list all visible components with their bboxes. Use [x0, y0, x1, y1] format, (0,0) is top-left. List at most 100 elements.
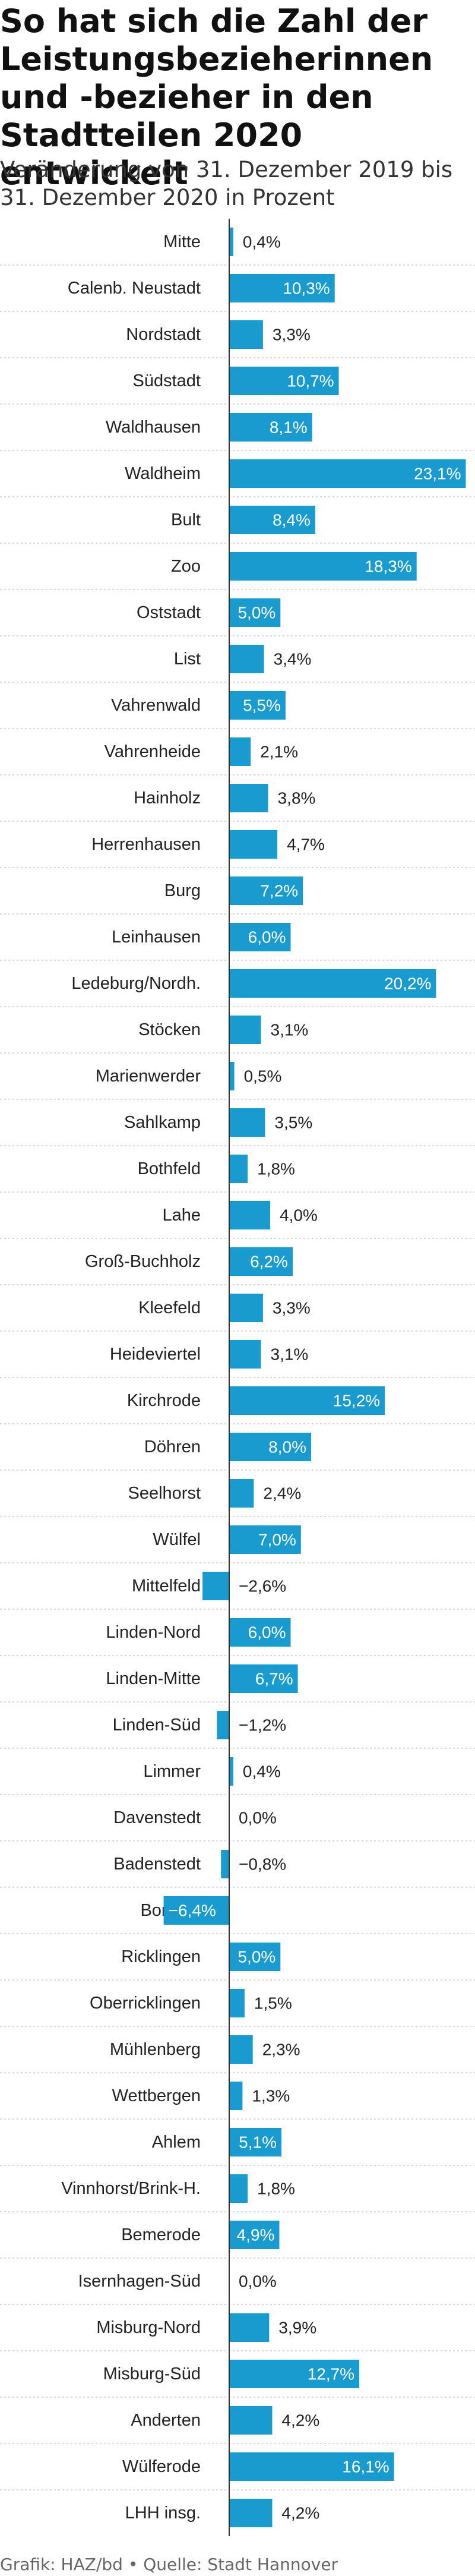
value-label: 2,1% — [260, 743, 298, 761]
value-label: 4,0% — [280, 1206, 318, 1225]
value-label: 16,1% — [342, 2458, 389, 2476]
bar — [229, 320, 263, 349]
bar — [229, 1247, 293, 1276]
value-label: 3,1% — [271, 1345, 309, 1364]
value-label: 12,7% — [308, 2365, 354, 2383]
category-label: Isernhagen-Süd — [78, 2272, 201, 2291]
category-label: Vahrenwald — [111, 696, 201, 715]
value-label: 3,5% — [274, 1114, 312, 1132]
value-label: 5,0% — [238, 604, 276, 622]
category-label: Vinnhorst/Brink-H. — [61, 2179, 201, 2198]
value-label: 5,0% — [238, 1948, 276, 1966]
bar — [229, 506, 315, 534]
category-label: Mitte — [163, 232, 201, 251]
bar — [229, 459, 466, 488]
category-label: Hainholz — [134, 789, 201, 808]
category-label: Heideviertel — [110, 1345, 201, 1364]
category-label: Wülferode — [122, 2457, 201, 2476]
category-label: List — [174, 649, 201, 669]
category-label: Vahrenheide — [104, 742, 201, 761]
bar — [229, 737, 251, 766]
bar — [229, 969, 436, 998]
bar — [202, 1572, 229, 1600]
category-label: Stöcken — [138, 1020, 201, 1039]
category-label: Wülfel — [153, 1530, 201, 1549]
category-label: Leinhausen — [112, 928, 201, 947]
value-label: 3,3% — [273, 1299, 311, 1317]
category-label: Sahlkamp — [124, 1113, 201, 1132]
category-label: Linden-Mitte — [106, 1669, 201, 1688]
value-label: 4,7% — [287, 835, 325, 854]
category-label: Linden-Süd — [113, 1716, 201, 1735]
value-label: 1,8% — [257, 2180, 295, 2198]
category-label: Oststadt — [137, 603, 201, 622]
category-label: Waldheim — [125, 464, 201, 483]
value-label: 3,4% — [274, 650, 312, 669]
bar — [229, 1108, 265, 1137]
bar — [229, 2128, 281, 2156]
value-label: 4,2% — [281, 2411, 319, 2430]
category-label: Calenb. Neustadt — [68, 279, 201, 298]
bar — [229, 784, 268, 812]
value-label: 6,0% — [248, 928, 286, 947]
bar — [229, 1294, 263, 1322]
bar — [229, 367, 339, 395]
bar — [229, 2221, 280, 2249]
bar — [229, 2313, 270, 2342]
value-label: 0,5% — [244, 1067, 282, 1086]
value-label: 18,3% — [365, 557, 411, 576]
category-label: Herrenhausen — [91, 835, 201, 854]
category-label: Linden-Nord — [106, 1623, 201, 1642]
value-label: −0,8% — [239, 1855, 286, 1874]
category-label: Marienwerder — [96, 1067, 201, 1086]
bar — [229, 2174, 248, 2203]
bar — [229, 923, 291, 951]
bar — [229, 2452, 394, 2481]
source-note: Grafik: HAZ/bd • Quelle: Stadt Hannover — [0, 2555, 338, 2574]
value-label: 2,4% — [263, 1484, 301, 1503]
chart-subtitle: Veränderung von 31. Dezember 2019 bis 31… — [0, 157, 453, 210]
bar — [229, 598, 281, 627]
value-label: 3,9% — [278, 2319, 316, 2337]
bar — [229, 691, 286, 720]
bar — [229, 552, 417, 581]
bar — [229, 2082, 243, 2110]
value-label: −1,2% — [239, 1716, 286, 1735]
bar-chart: Mitte 0,4% Calenb. Neustadt 10,3% Nordstadt 3… — [0, 219, 475, 2536]
value-label: 8,0% — [268, 1438, 306, 1456]
value-label: 4,9% — [237, 2226, 275, 2244]
category-label: Misburg-Nord — [96, 2318, 201, 2337]
category-label: Groß-Buchholz — [85, 1252, 201, 1271]
bar — [229, 1989, 245, 2017]
value-label: 8,1% — [270, 418, 308, 437]
category-label: Anderten — [131, 2411, 201, 2430]
value-label: 1,3% — [252, 2087, 290, 2105]
category-label: Ahlem — [152, 2133, 201, 2152]
bar — [229, 876, 303, 905]
value-label: 10,7% — [287, 372, 334, 390]
value-label: 5,1% — [239, 2133, 277, 2152]
value-label: 0,4% — [243, 1762, 281, 1781]
category-label: Südstadt — [133, 371, 201, 390]
value-label: 10,3% — [283, 279, 330, 298]
category-label: Döhren — [144, 1437, 201, 1456]
bar — [229, 1062, 235, 1090]
value-label: −2,6% — [239, 1577, 286, 1596]
bar — [229, 2499, 273, 2527]
bar — [229, 2360, 360, 2388]
category-label: Limmer — [143, 1762, 201, 1781]
value-label: 6,0% — [248, 1623, 286, 1642]
category-label: Ledeburg/Nordh. — [71, 974, 201, 993]
category-label: Zoo — [171, 557, 201, 576]
value-label: 1,8% — [257, 1160, 295, 1178]
value-label: 3,3% — [273, 326, 311, 344]
bar — [229, 1943, 281, 1971]
value-label: 15,2% — [333, 1392, 380, 1410]
bar — [229, 2035, 253, 2064]
category-label: Burg — [164, 881, 201, 900]
category-label: Seelhorst — [128, 1484, 201, 1503]
bar — [163, 1896, 229, 1925]
bar — [229, 2406, 273, 2435]
category-label: Mühlenberg — [110, 2040, 201, 2059]
category-label: LHH insg. — [125, 2504, 201, 2523]
